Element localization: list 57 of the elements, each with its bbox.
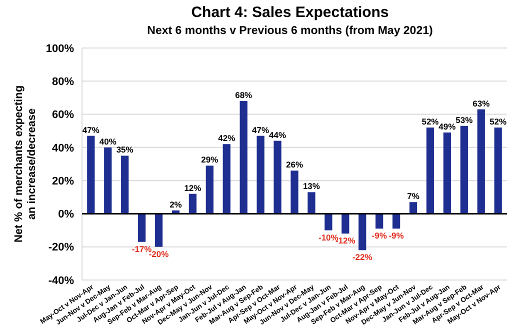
bar bbox=[358, 214, 366, 250]
y-tick-label: 100% bbox=[46, 42, 74, 55]
data-label: 49% bbox=[438, 122, 456, 132]
bar bbox=[409, 202, 418, 214]
bar bbox=[426, 128, 434, 214]
data-label: 53% bbox=[456, 114, 474, 125]
chart-subtitle: Next 6 months v Previous 6 months (from May 2021) bbox=[147, 25, 433, 37]
data-label: 12% bbox=[184, 182, 202, 193]
y-tick-label: 0% bbox=[58, 208, 74, 221]
bar bbox=[222, 144, 230, 214]
bar bbox=[188, 194, 197, 214]
chart-title: Chart 4: Sales Expectations bbox=[191, 4, 389, 21]
bar bbox=[274, 140, 282, 214]
bar bbox=[477, 109, 485, 214]
y-axis-title: Net % of merchants expecting an increase/decrease bbox=[13, 85, 38, 243]
bar bbox=[138, 214, 146, 242]
bar bbox=[87, 136, 95, 214]
bar bbox=[104, 147, 112, 214]
data-label: 63% bbox=[472, 98, 490, 108]
y-tick-label: -20% bbox=[48, 242, 74, 254]
data-label: 13% bbox=[302, 181, 320, 192]
bar bbox=[290, 170, 298, 214]
bar bbox=[121, 156, 129, 214]
bar bbox=[206, 166, 214, 214]
data-label: 29% bbox=[201, 154, 219, 165]
data-label: 52% bbox=[490, 116, 508, 127]
data-label: 35% bbox=[116, 144, 134, 155]
bar bbox=[342, 214, 350, 234]
data-label: 47% bbox=[82, 124, 100, 135]
bar bbox=[443, 132, 452, 214]
y-tick-label: 80% bbox=[52, 76, 74, 88]
data-label: 2% bbox=[170, 199, 182, 210]
bar bbox=[240, 101, 248, 214]
data-label: 7% bbox=[407, 191, 420, 202]
y-tick-label: 60% bbox=[52, 109, 74, 122]
bar bbox=[154, 214, 163, 247]
data-label: 52% bbox=[422, 116, 440, 127]
bar bbox=[494, 128, 502, 214]
y-tick-label: 40% bbox=[52, 142, 74, 154]
bar bbox=[376, 214, 384, 229]
data-label: -17% bbox=[132, 244, 152, 254]
data-label: -9% bbox=[388, 230, 404, 241]
y-tick-label: 20% bbox=[52, 175, 74, 188]
bar bbox=[392, 214, 400, 229]
bar bbox=[324, 214, 332, 230]
bar bbox=[256, 136, 264, 214]
data-label: 40% bbox=[99, 136, 117, 146]
data-label: -22% bbox=[352, 252, 373, 262]
data-label: 47% bbox=[252, 124, 270, 135]
data-label: -9% bbox=[372, 230, 388, 241]
data-label: 42% bbox=[218, 133, 236, 144]
bar bbox=[460, 126, 468, 214]
bar bbox=[308, 192, 316, 214]
data-label: 44% bbox=[269, 130, 286, 140]
data-label: 26% bbox=[286, 160, 304, 170]
data-label: 68% bbox=[235, 90, 253, 100]
y-tick-label: -40% bbox=[48, 274, 74, 287]
